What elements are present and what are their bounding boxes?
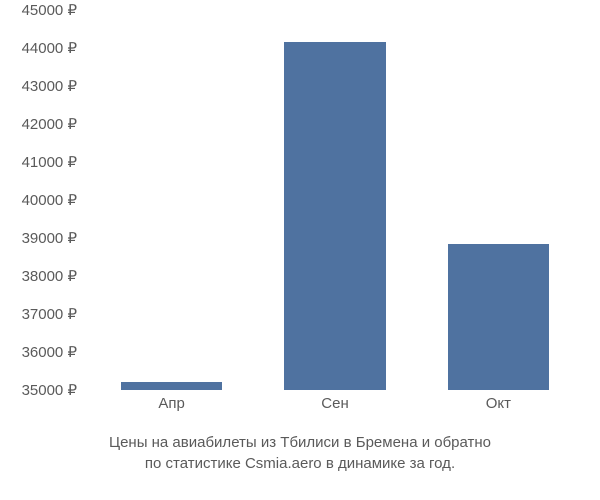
x-axis: Апр Сен Окт (90, 395, 580, 420)
y-tick-label: 37000 ₽ (22, 305, 77, 323)
y-tick-label: 45000 ₽ (22, 1, 77, 19)
bar (121, 382, 222, 390)
bar (284, 42, 385, 390)
caption-line-2: по статистике Csmia.aero в динамике за г… (0, 453, 600, 474)
y-tick-label: 38000 ₽ (22, 267, 77, 285)
x-tick-label: Апр (158, 395, 184, 412)
y-tick-label: 35000 ₽ (22, 381, 77, 399)
y-tick-label: 39000 ₽ (22, 229, 77, 247)
x-tick-label: Окт (486, 395, 511, 412)
caption-line-1: Цены на авиабилеты из Тбилиси в Бремена … (0, 432, 600, 453)
y-tick-label: 40000 ₽ (22, 191, 77, 209)
y-tick-label: 36000 ₽ (22, 343, 77, 361)
y-tick-label: 41000 ₽ (22, 153, 77, 171)
y-tick-label: 43000 ₽ (22, 77, 77, 95)
bar (448, 244, 549, 390)
y-tick-label: 44000 ₽ (22, 39, 77, 57)
chart-caption: Цены на авиабилеты из Тбилиси в Бремена … (0, 432, 600, 474)
y-axis: 35000 ₽36000 ₽37000 ₽38000 ₽39000 ₽40000… (0, 10, 85, 390)
chart-plot-area (90, 10, 580, 390)
x-tick-label: Сен (321, 395, 348, 412)
y-tick-label: 42000 ₽ (22, 115, 77, 133)
